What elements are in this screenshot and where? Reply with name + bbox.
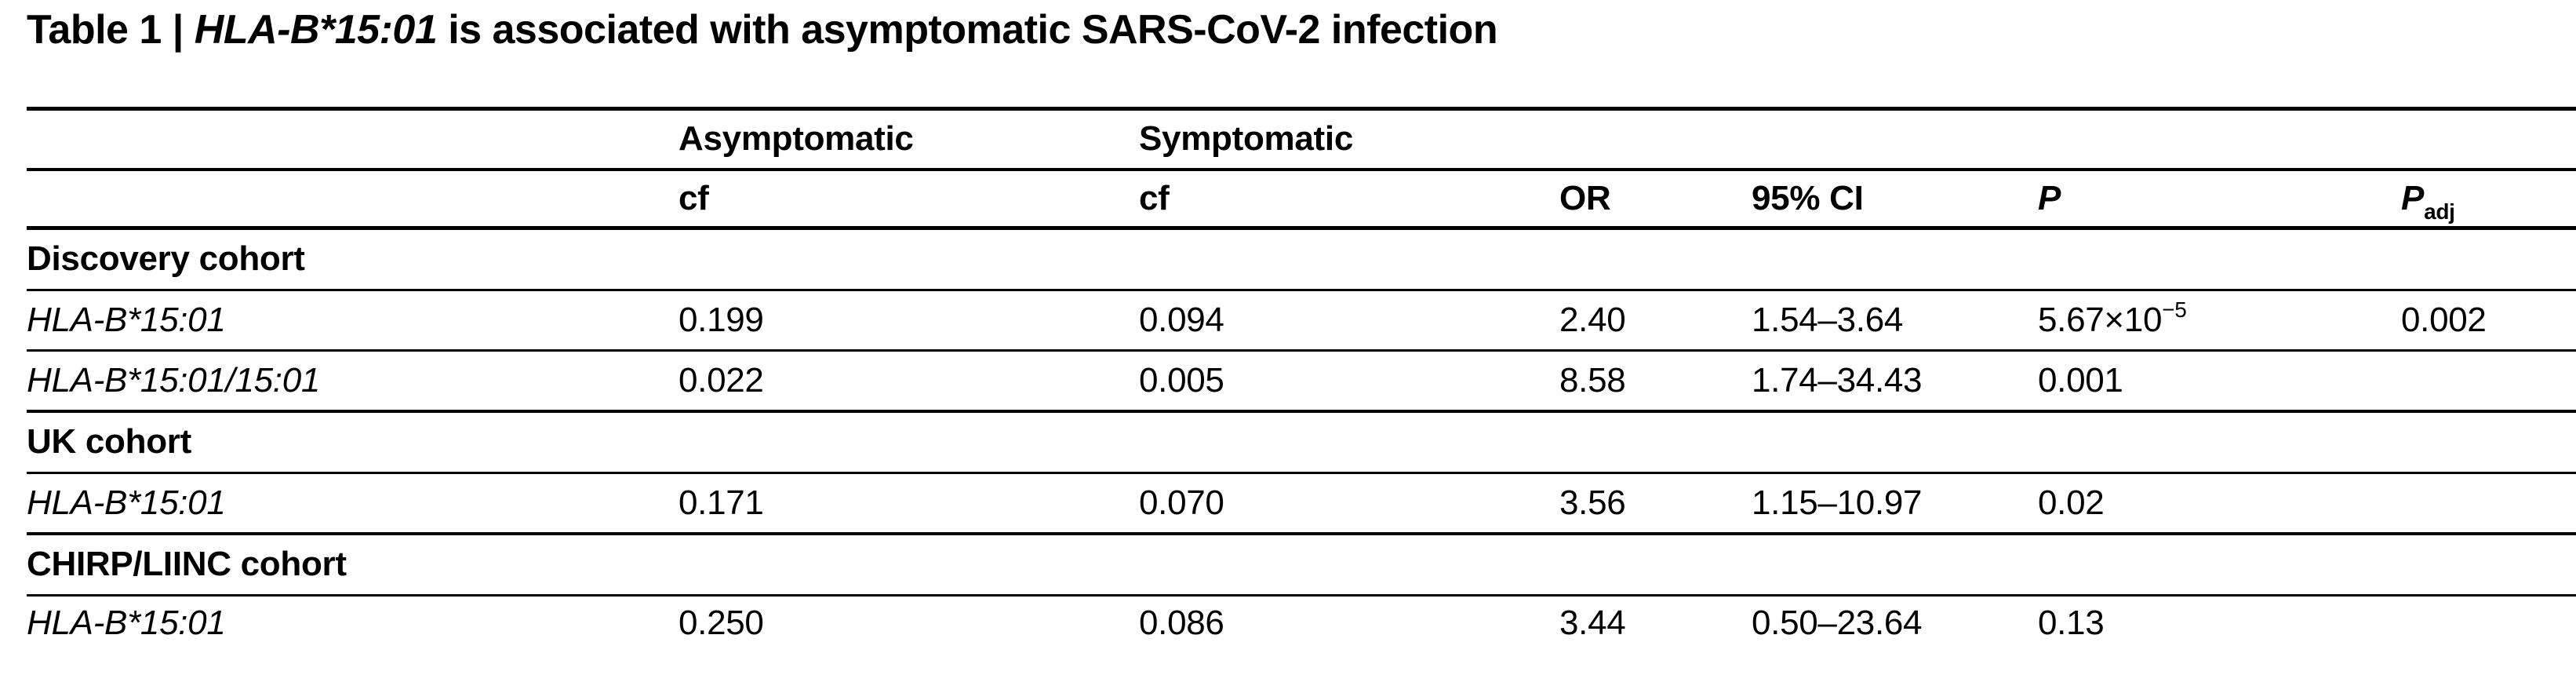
cell-ci: 1.74–34.43 <box>1752 350 2038 413</box>
results-table: Asymptomatic Symptomatic cf cf OR 95% CI… <box>27 107 2576 651</box>
section-header-label: Discovery cohort <box>27 228 2576 291</box>
table-title: Table 1 | HLA-B*15:01 is associated with… <box>27 7 1498 53</box>
section-header-chirp-liinc: CHIRP/LIINC cohort <box>27 533 2576 597</box>
cell-p-base: 5.67×10 <box>2038 300 2163 339</box>
section-header-label: CHIRP/LIINC cohort <box>27 533 2576 597</box>
group-header-empty <box>27 108 679 171</box>
col-header-asym-cf: cf <box>679 169 1139 230</box>
allele-label: HLA-B*15:01 <box>27 472 679 535</box>
cell-ci: 0.50–23.64 <box>1752 604 1923 643</box>
col-header-padj: Padj <box>2401 169 2576 230</box>
table-title-gene: HLA-B*15:01 <box>194 7 438 53</box>
group-header-asymptomatic: Asymptomatic <box>679 108 1139 171</box>
table-row: HLA-B*15:01 0.171 0.070 3.56 1.15–10.97 … <box>27 472 2576 535</box>
cell-asym-cf: 0.022 <box>679 350 1139 413</box>
col-header-empty <box>27 169 679 230</box>
cell-padj <box>2401 472 2576 535</box>
col-header-padj-sub: adj <box>2424 199 2455 224</box>
cell-p: 0.13 <box>2038 596 2401 651</box>
cell-padj <box>2401 350 2576 413</box>
cell-or: 8.58 <box>1559 350 1752 413</box>
table-row: HLA-B*15:01 0.250 0.086 3.44 0.50–23.64 … <box>27 596 2576 651</box>
table-row: HLA-B*15:01/15:01 0.022 0.005 8.58 1.74–… <box>27 350 2576 413</box>
table-title-prefix: Table 1 | <box>27 7 195 53</box>
cell-symp-cf: 0.070 <box>1139 472 1559 535</box>
cell-p: 0.001 <box>2038 350 2401 413</box>
section-header-label: UK cohort <box>27 410 2576 474</box>
col-header-p: P <box>2038 169 2401 230</box>
cell-ci: 1.15–10.97 <box>1752 472 2038 535</box>
allele-label: HLA-B*15:01/15:01 <box>27 350 679 413</box>
cell-ci: 1.54–3.64 <box>1752 290 2038 352</box>
allele-label: HLA-B*15:01 <box>27 290 679 352</box>
cell-p-base: 0.13 <box>2038 604 2105 643</box>
cell-symp-cf: 0.005 <box>1139 350 1559 413</box>
cell-p-base: 0.001 <box>2038 360 2123 400</box>
table-title-suffix: is associated with asymptomatic SARS-CoV… <box>437 7 1498 53</box>
col-header-ci: 95% CI <box>1752 169 2038 230</box>
cell-symp-cf: 0.094 <box>1139 290 1559 352</box>
cell-p: 0.02 <box>2038 472 2401 535</box>
cell-asym-cf: 0.171 <box>679 472 1139 535</box>
cell-p: 5.67×10−5 <box>2038 290 2401 352</box>
cell-symp-cf: 0.086 <box>1139 604 1224 643</box>
cell-p-base: 0.02 <box>2038 483 2105 522</box>
cell-or: 3.56 <box>1559 472 1752 535</box>
cell-or: 2.40 <box>1559 290 1752 352</box>
cell-or: 3.44 <box>1559 604 1626 643</box>
col-header-or: OR <box>1559 169 1752 230</box>
cell-p-exponent: −5 <box>2162 297 2187 322</box>
cell-asym-cf: 0.250 <box>679 604 764 643</box>
table-row: HLA-B*15:01 0.199 0.094 2.40 1.54–3.64 5… <box>27 290 2576 352</box>
section-header-uk: UK cohort <box>27 410 2576 474</box>
group-header-row: Asymptomatic Symptomatic <box>27 108 2576 171</box>
col-header-padj-base: P <box>2401 178 2425 217</box>
section-header-discovery: Discovery cohort <box>27 228 2576 291</box>
cell-asym-cf: 0.199 <box>679 290 1139 352</box>
group-header-symptomatic: Symptomatic <box>1139 108 1559 171</box>
column-header-row: cf cf OR 95% CI P Padj <box>27 169 2576 230</box>
col-header-symp-cf: cf <box>1139 169 1559 230</box>
cell-padj <box>2401 596 2576 651</box>
allele-label: HLA-B*15:01 <box>27 604 226 643</box>
cell-padj: 0.002 <box>2401 290 2576 352</box>
